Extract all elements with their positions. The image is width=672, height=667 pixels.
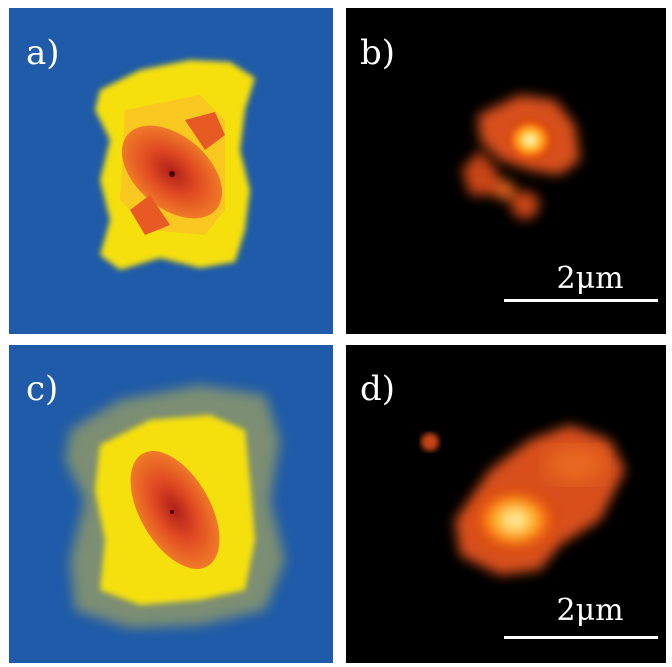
- panel-b: 2μm b): [346, 8, 666, 334]
- panel-c: c): [9, 345, 333, 663]
- object-blob: [421, 433, 439, 451]
- panel-label: b): [360, 33, 395, 73]
- center-dot: [170, 510, 174, 514]
- object-bright: [508, 120, 552, 160]
- figure: a) 2μm b) c) 2μm d): [0, 0, 672, 667]
- panel-a: a): [9, 8, 333, 334]
- panel-label: a): [26, 33, 60, 73]
- object-blob: [495, 180, 515, 200]
- scale-label: 2μm: [556, 593, 623, 628]
- scale-label: 2μm: [556, 261, 623, 296]
- panel-label: c): [26, 369, 58, 409]
- object-blob: [511, 191, 539, 219]
- object-blob: [545, 447, 605, 483]
- object-bright: [475, 490, 555, 550]
- center-dot: [169, 171, 175, 177]
- panel-label: d): [360, 369, 395, 409]
- scale-bar: [504, 636, 658, 639]
- panel-d: 2μm d): [346, 345, 666, 663]
- scale-bar: [504, 299, 658, 302]
